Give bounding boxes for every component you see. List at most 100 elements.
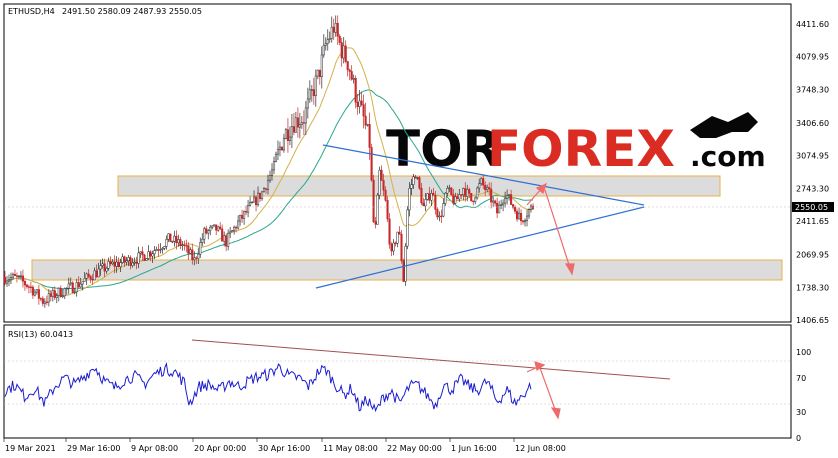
candle-body bbox=[376, 194, 379, 225]
candle-body bbox=[35, 289, 38, 293]
candle-body bbox=[398, 231, 401, 235]
bull-icon bbox=[690, 112, 758, 138]
candle-body bbox=[418, 177, 421, 189]
candle-body bbox=[529, 205, 533, 210]
candle-body bbox=[416, 177, 419, 179]
candle-body bbox=[79, 283, 82, 288]
candle-body bbox=[260, 191, 264, 199]
rsi-forecast-arrow-down bbox=[539, 367, 561, 420]
candle-body bbox=[19, 275, 22, 277]
candle-body bbox=[334, 23, 337, 33]
candle-body bbox=[278, 146, 282, 150]
candle-body bbox=[125, 260, 128, 263]
rsi-panel bbox=[3, 324, 792, 439]
candle-body bbox=[101, 263, 104, 266]
candle-body bbox=[322, 45, 325, 56]
torforex-logo: TOR FOREX .com bbox=[386, 112, 766, 178]
candle-body bbox=[121, 256, 124, 263]
candle-body bbox=[338, 36, 341, 43]
candle-body bbox=[45, 301, 48, 303]
candle-body bbox=[276, 149, 280, 155]
candle-body bbox=[195, 257, 198, 259]
candle-body bbox=[531, 205, 535, 209]
candle-body bbox=[498, 204, 501, 214]
candle-body bbox=[432, 193, 435, 196]
candle-body bbox=[266, 179, 270, 190]
candle-body bbox=[414, 176, 417, 179]
candle-body bbox=[119, 262, 122, 267]
candle-body bbox=[488, 187, 491, 190]
candle-body bbox=[516, 211, 519, 220]
time-tick-label: 11 May 08:00 bbox=[323, 444, 378, 453]
candle-body bbox=[390, 243, 393, 252]
candle-body bbox=[468, 189, 471, 194]
candle-body bbox=[304, 107, 307, 124]
candle-body bbox=[173, 235, 176, 242]
candle-body bbox=[67, 283, 70, 289]
candle-body bbox=[368, 124, 371, 148]
candle-body bbox=[41, 298, 44, 304]
rsi-tick-label: 100 bbox=[796, 348, 811, 357]
price-tick-label: 1738.30 bbox=[796, 283, 829, 292]
price-tick-label: 1406.65 bbox=[796, 316, 829, 325]
candle-body bbox=[239, 214, 242, 222]
candle-body bbox=[185, 245, 188, 247]
candle-body bbox=[139, 251, 142, 254]
candle-body bbox=[328, 38, 331, 40]
candle-body bbox=[225, 235, 228, 247]
rsi-axis: 100 70 30 0 bbox=[796, 348, 811, 443]
candle-body bbox=[233, 226, 236, 231]
rsi-trendline bbox=[191, 339, 671, 380]
candle-body bbox=[384, 189, 387, 201]
candle-body bbox=[408, 188, 411, 211]
logo-tor: TOR bbox=[386, 120, 501, 178]
forecast-arrow-up bbox=[526, 182, 547, 206]
candle-body bbox=[302, 122, 305, 124]
candle-body bbox=[332, 26, 335, 33]
time-tick-label: 12 Jun 08:00 bbox=[515, 444, 566, 453]
candle-body bbox=[237, 220, 240, 229]
candle-body bbox=[521, 220, 525, 223]
price-tick-label: 2743.30 bbox=[796, 184, 829, 193]
candle-body bbox=[318, 69, 321, 78]
candle-body bbox=[460, 194, 463, 196]
upper-trendline bbox=[322, 144, 645, 206]
candle-body bbox=[430, 193, 433, 201]
lower-trendline bbox=[315, 206, 645, 289]
candle-body bbox=[241, 214, 244, 219]
candle-body bbox=[326, 39, 329, 44]
candle-body bbox=[314, 75, 317, 97]
candle-body bbox=[254, 196, 258, 206]
candle-body bbox=[115, 261, 118, 267]
candle-body bbox=[310, 89, 313, 91]
rsi-label: RSI(13) 60.0413 bbox=[8, 330, 73, 339]
rsi-tick-label: 30 bbox=[796, 408, 806, 417]
candle-body bbox=[179, 239, 182, 246]
candle-body bbox=[145, 258, 148, 261]
candle-body bbox=[486, 187, 489, 191]
candle-body bbox=[396, 231, 399, 244]
candle-body bbox=[464, 188, 467, 197]
candle-body bbox=[518, 212, 521, 220]
candle-body bbox=[249, 202, 252, 206]
candle-body bbox=[462, 188, 465, 196]
candle-body bbox=[31, 286, 34, 296]
candle-body bbox=[308, 89, 311, 100]
candle-body bbox=[133, 261, 136, 264]
rsi-forecast-arrow-up bbox=[526, 361, 546, 373]
rsi-tick-label: 0 bbox=[796, 434, 801, 443]
candle-body bbox=[352, 78, 355, 80]
candle-body bbox=[33, 291, 36, 296]
candle-body bbox=[502, 202, 505, 206]
candle-body bbox=[109, 261, 112, 265]
candle-body bbox=[207, 230, 210, 234]
candle-body bbox=[155, 249, 158, 251]
candle-body bbox=[213, 224, 216, 227]
candle-body bbox=[93, 270, 96, 281]
candle-body bbox=[245, 210, 248, 213]
candle-body bbox=[354, 78, 357, 103]
candle-body bbox=[231, 230, 234, 233]
candle-body bbox=[434, 195, 437, 210]
candle-body bbox=[448, 187, 451, 189]
